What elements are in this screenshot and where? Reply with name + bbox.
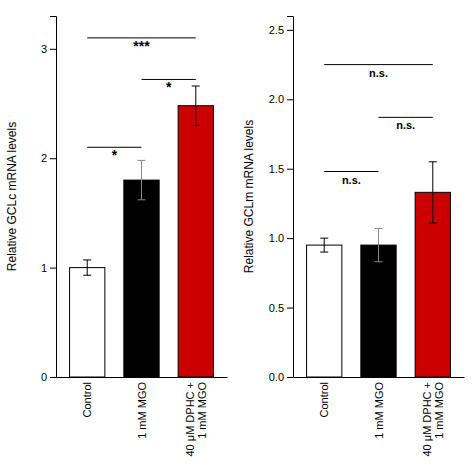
bar xyxy=(307,245,342,377)
annotations: n.s. n.s. n.s. xyxy=(342,67,415,186)
x-tick-label: 40 μM DPHC +1 mM MGO xyxy=(421,382,445,457)
y-tick-mark xyxy=(287,308,293,309)
x-tick: 40 μM DPHC +1 mM MGO xyxy=(421,377,445,457)
x-tick: 40 μM DPHC +1 mM MGO xyxy=(184,377,208,457)
significance-line xyxy=(324,64,433,65)
y-tick-mark xyxy=(50,268,56,269)
significance-line xyxy=(324,171,378,172)
chart-panel: 0.0 0.5 1.0 1.5 2.0 2.5 Control 1 mM MGO 40 μM D… xyxy=(242,17,465,457)
x-tick-label: 40 μM DPHC +1 mM MGO xyxy=(184,382,208,457)
y-tick-mark xyxy=(50,377,56,378)
error-bar xyxy=(83,260,91,275)
y-tick: 3 xyxy=(41,43,56,55)
x-tick-label: Control xyxy=(81,382,93,417)
x-tick: Control xyxy=(81,377,93,417)
bar xyxy=(70,268,105,377)
y-tick: 1.0 xyxy=(269,232,293,244)
y-tick: 2.0 xyxy=(269,93,293,105)
y-tick: 0.0 xyxy=(269,371,293,383)
annotations: ***** xyxy=(112,38,172,163)
error-bar xyxy=(138,160,146,199)
y-tick-label: 2 xyxy=(41,152,47,164)
y-tick-mark xyxy=(287,377,293,378)
x-tick-label: 1 mM MGO xyxy=(373,382,385,439)
significance-label: n.s. xyxy=(396,119,415,131)
y-tick: 1.5 xyxy=(269,163,293,175)
y-axis-line xyxy=(50,17,57,378)
y-tick-label: 1.0 xyxy=(269,232,284,244)
plot-area xyxy=(70,38,214,377)
x-axis-line xyxy=(57,377,228,378)
significance-label: * xyxy=(112,147,118,163)
y-tick-label: 3 xyxy=(41,43,47,55)
significance-label: *** xyxy=(133,38,150,54)
x-tick: 1 mM MGO xyxy=(136,377,148,439)
significance-line xyxy=(379,117,433,118)
y-tick: 1 xyxy=(41,262,56,274)
y-tick-mark xyxy=(287,99,293,100)
x-tick-label: 1 mM MGO xyxy=(136,382,148,439)
y-axis-title: Relative GCLc mRNA levels xyxy=(5,122,19,271)
bar xyxy=(361,245,396,377)
y-axis-title: Relative GCLm mRNA levels xyxy=(242,120,256,273)
y-tick-label: 2.5 xyxy=(269,24,284,36)
x-axis: Control 1 mM MGO 40 μM DPHC +1 mM MGO xyxy=(57,377,228,457)
bar xyxy=(178,106,213,377)
significance-label: n.s. xyxy=(342,174,361,186)
y-tick-mark xyxy=(287,30,293,31)
y-tick-mark xyxy=(287,238,293,239)
y-tick-label: 2.0 xyxy=(269,93,284,105)
error-bar xyxy=(320,238,328,252)
y-tick-mark xyxy=(50,158,56,159)
y-tick-mark xyxy=(287,169,293,170)
chart-panel: 0 1 2 3 Control 1 mM MGO 40 μM DPHC +1 mM MGO R… xyxy=(5,17,228,457)
bar xyxy=(124,180,159,377)
y-tick-mark xyxy=(50,49,56,50)
plot-area xyxy=(307,65,451,377)
x-tick-label: Control xyxy=(318,382,330,417)
y-tick-label: 0.5 xyxy=(269,302,284,314)
y-tick-label: 0 xyxy=(41,371,47,383)
error-bar xyxy=(375,228,383,261)
y-tick: 2 xyxy=(41,152,56,164)
y-tick: 2.5 xyxy=(269,24,293,36)
y-tick: 0.5 xyxy=(269,302,293,314)
x-axis: Control 1 mM MGO 40 μM DPHC +1 mM MGO xyxy=(294,377,465,457)
y-tick-label: 0.0 xyxy=(269,371,284,383)
x-axis-line xyxy=(294,377,465,378)
y-tick-label: 1.5 xyxy=(269,163,284,175)
y-tick-label: 1 xyxy=(41,262,47,274)
error-bar xyxy=(429,162,437,223)
y-tick: 0 xyxy=(41,371,56,383)
figure: 0 1 2 3 Control 1 mM MGO 40 μM DPHC +1 mM MGO R… xyxy=(0,0,474,469)
y-axis: 0.0 0.5 1.0 1.5 2.0 2.5 xyxy=(269,17,294,384)
y-axis-line xyxy=(287,17,294,378)
x-tick: Control xyxy=(318,377,330,417)
significance-label: n.s. xyxy=(369,67,388,79)
significance-label: * xyxy=(166,79,172,95)
x-tick: 1 mM MGO xyxy=(373,377,385,439)
error-bar xyxy=(192,86,200,125)
y-axis: 0 1 2 3 xyxy=(41,17,57,384)
